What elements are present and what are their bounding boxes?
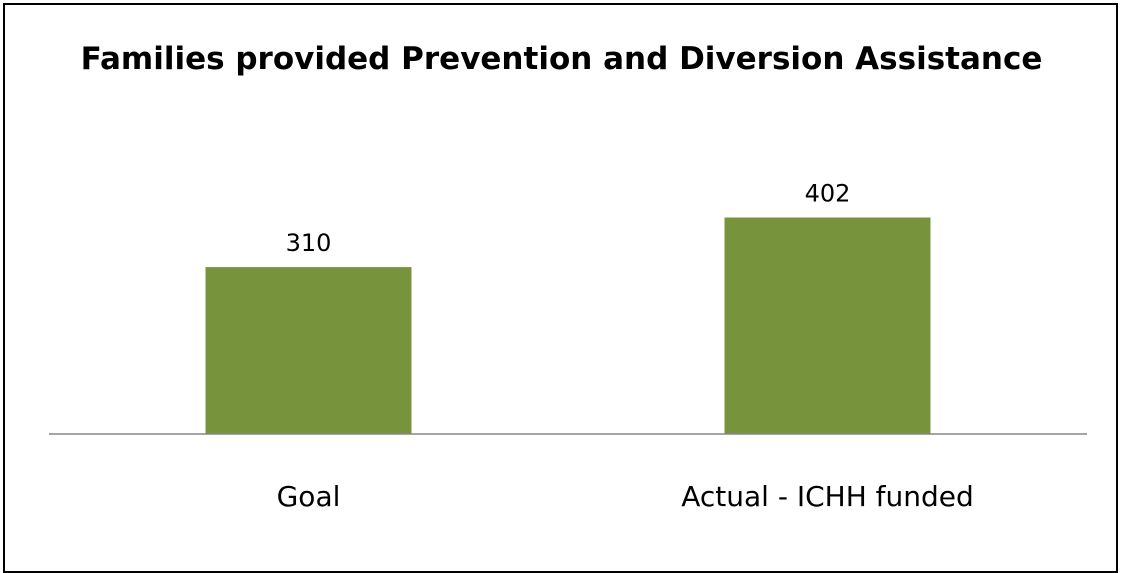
category-label-0: Goal bbox=[277, 480, 341, 513]
labels-layer: 310 Goal 402 Actual - ICHH funded bbox=[277, 180, 974, 514]
bars-layer bbox=[205, 217, 931, 434]
category-label-1: Actual - ICHH funded bbox=[681, 480, 974, 513]
chart-frame bbox=[3, 3, 1118, 573]
bar-1 bbox=[724, 217, 931, 434]
data-label-0: 310 bbox=[286, 229, 332, 257]
chart-title: Families provided Prevention and Diversi… bbox=[80, 41, 1043, 77]
data-label-1: 402 bbox=[805, 180, 851, 208]
bar-0 bbox=[205, 267, 412, 434]
